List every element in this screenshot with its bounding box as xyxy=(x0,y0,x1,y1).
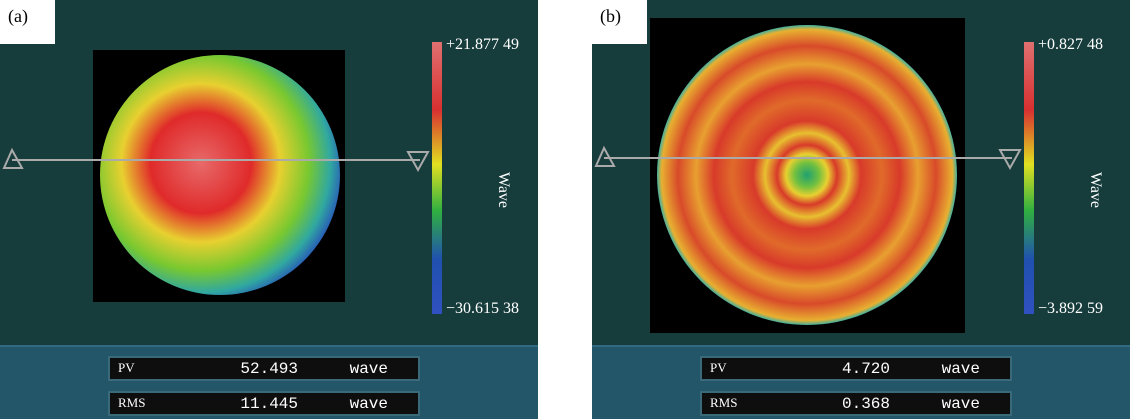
stat-label: RMS xyxy=(710,395,737,411)
stat-value: 11.445 xyxy=(240,395,298,413)
stat-row: PV 52.493 wave xyxy=(108,356,420,381)
colorbar xyxy=(1024,42,1034,314)
panel: (a) +21.877 49 −30.615 38 Wave PV 52.493 w… xyxy=(0,0,538,419)
panel-label: (b) xyxy=(592,0,647,44)
stat-row: PV 4.720 wave xyxy=(700,356,1012,381)
stat-label: RMS xyxy=(118,395,145,411)
scale-max: +0.827 48 xyxy=(1038,36,1103,54)
scale-min: −3.892 59 xyxy=(1038,300,1103,318)
scale-min: −30.615 38 xyxy=(446,300,519,318)
stat-unit: wave xyxy=(350,395,388,413)
stat-unit: wave xyxy=(350,360,388,378)
stat-unit: wave xyxy=(942,395,980,413)
colorbar xyxy=(432,42,442,314)
axis-label: Wave xyxy=(1086,172,1104,208)
panel-label: (a) xyxy=(0,0,55,44)
stat-value: 52.493 xyxy=(240,360,298,378)
stat-row: RMS 0.368 wave xyxy=(700,391,1012,416)
stat-value: 4.720 xyxy=(842,360,890,378)
panel: (b) +0.827 48 −3.892 59 Wave PV 4.720 wave… xyxy=(592,0,1130,419)
page: (a) +21.877 49 −30.615 38 Wave PV 52.493 w… xyxy=(0,0,1130,419)
stat-unit: wave xyxy=(942,360,980,378)
axis-label: Wave xyxy=(494,172,512,208)
stat-label: PV xyxy=(118,360,135,376)
stat-value: 0.368 xyxy=(842,395,890,413)
stat-row: RMS 11.445 wave xyxy=(108,391,420,416)
scale-max: +21.877 49 xyxy=(446,36,519,54)
stat-label: PV xyxy=(710,360,727,376)
